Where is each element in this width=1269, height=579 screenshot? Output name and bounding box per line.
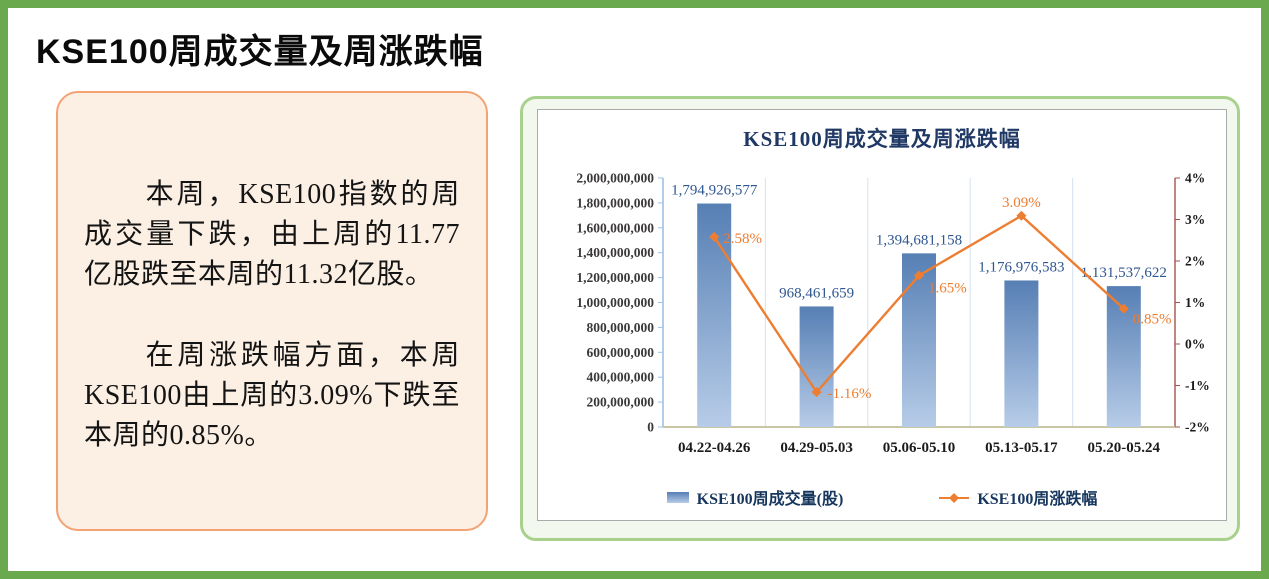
left-axis-tick-label: 1,600,000,000 bbox=[576, 220, 654, 235]
left-axis-tick-label: 200,000,000 bbox=[587, 395, 655, 410]
volume-change-combo-chart: 2,000,000,000 1,800,000,000 1,600,000,000 1… bbox=[576, 171, 1210, 457]
left-axis-tick-label: 800,000,000 bbox=[587, 320, 655, 335]
bar-value-label: 968,461,659 bbox=[779, 285, 854, 301]
line-point-label: -1.16% bbox=[828, 386, 872, 402]
left-axis-tick-label: 600,000,000 bbox=[587, 345, 655, 360]
line-point-marker-icon bbox=[709, 231, 720, 242]
page-title: KSE100周成交量及周涨跌幅 bbox=[36, 33, 484, 71]
right-axis-tick-label: -1% bbox=[1185, 378, 1210, 393]
volume-bar bbox=[902, 253, 936, 427]
volume-bar bbox=[1004, 280, 1039, 427]
legend-item-change: KSE100周涨跌幅 bbox=[939, 485, 1097, 509]
left-axis-tick-label: 1,400,000,000 bbox=[576, 245, 654, 260]
right-axis-tick-label: 4% bbox=[1185, 171, 1205, 186]
x-axis-label: 04.22-04.26 bbox=[678, 440, 751, 456]
bar-value-label: 1,794,926,577 bbox=[671, 183, 758, 199]
chart-card: KSE100周成交量及周涨跌幅 2,000,000,000 1,800,000,0… bbox=[537, 109, 1227, 521]
left-axis-tick-label: 1,200,000,000 bbox=[576, 270, 654, 285]
summary-box: 本周，KSE100指数的周成交量下跌，由上周的11.77亿股跌至本周的11.32… bbox=[56, 91, 488, 531]
x-axis-label: 04.29-05.03 bbox=[780, 440, 853, 456]
right-axis-tick-label: 1% bbox=[1185, 295, 1205, 310]
left-axis-tick-label: 1,000,000,000 bbox=[576, 295, 654, 310]
line-point-label: 3.09% bbox=[1002, 195, 1041, 211]
line-point-marker-icon bbox=[914, 270, 924, 281]
bar-series-swatch-icon bbox=[666, 491, 689, 503]
line-point-marker-icon bbox=[1016, 210, 1027, 221]
bar-value-label: 1,131,537,622 bbox=[1081, 265, 1167, 281]
summary-paragraph-volume: 本周，KSE100指数的周成交量下跌，由上周的11.77亿股跌至本周的11.32… bbox=[84, 179, 460, 290]
x-axis-label: 05.13-05.17 bbox=[985, 440, 1058, 456]
line-point-marker-icon bbox=[811, 387, 822, 398]
bar-value-label: 1,176,976,583 bbox=[978, 259, 1064, 275]
chart-title: KSE100周成交量及周涨跌幅 bbox=[743, 127, 1021, 151]
right-axis-tick-label: 0% bbox=[1185, 337, 1205, 352]
line-point-label: 0.85% bbox=[1133, 312, 1172, 328]
right-axis-tick-label: 3% bbox=[1185, 212, 1205, 227]
legend-label-volume: KSE100周成交量(股) bbox=[696, 491, 844, 508]
line-point-marker-icon bbox=[1118, 303, 1129, 314]
legend-item-volume: KSE100周成交量(股) bbox=[666, 485, 844, 509]
summary-paragraph-change: 在周涨跌幅方面，本周KSE100由上周的3.09%下跌至本周的0.85%。 bbox=[84, 340, 460, 451]
volume-bar bbox=[799, 306, 834, 427]
x-axis-label: 05.06-05.10 bbox=[883, 440, 956, 456]
left-axis-tick-label: 2,000,000,000 bbox=[576, 171, 654, 186]
bar-value-label: 1,394,681,158 bbox=[876, 232, 962, 248]
chart-legend: KSE100周成交量(股) KSE100周涨跌幅 bbox=[538, 485, 1226, 509]
legend-label-change: KSE100周涨跌幅 bbox=[977, 491, 1098, 508]
x-axis-label: 05.20-05.24 bbox=[1088, 440, 1161, 456]
left-axis-tick-label: 1,800,000,000 bbox=[576, 195, 654, 210]
chart-panel: KSE100周成交量及周涨跌幅 2,000,000,000 1,800,000,0… bbox=[520, 96, 1240, 541]
line-point-label: 1.65% bbox=[928, 281, 967, 297]
left-axis-tick-label: 0 bbox=[647, 420, 654, 435]
right-axis-tick-label: -2% bbox=[1185, 420, 1210, 435]
left-axis-tick-label: 400,000,000 bbox=[587, 370, 655, 385]
line-point-label: 2.58% bbox=[723, 231, 762, 247]
right-axis-tick-label: 2% bbox=[1185, 254, 1205, 269]
line-series-swatch-icon bbox=[939, 491, 970, 503]
